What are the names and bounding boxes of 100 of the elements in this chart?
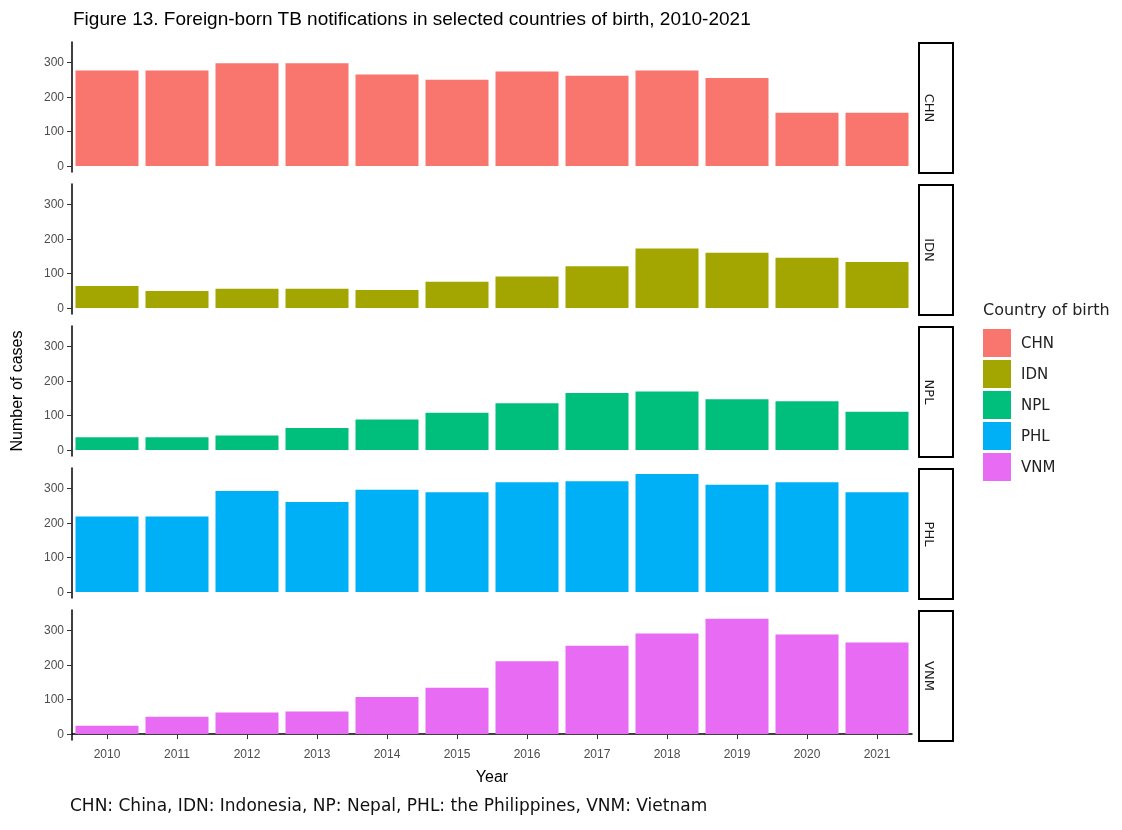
bar [355, 419, 419, 451]
legend-label: PHL [1021, 426, 1050, 445]
bar [215, 712, 279, 735]
y-tick-label: 200 [43, 657, 65, 672]
y-tick-label: 0 [57, 443, 65, 458]
bar [355, 697, 419, 735]
bar [495, 482, 559, 593]
bar [285, 288, 349, 309]
text: VNM [921, 661, 937, 691]
bar [775, 112, 839, 167]
bar [635, 473, 699, 593]
bar [775, 482, 839, 593]
bar [705, 78, 769, 167]
legend-title: Country of birth [983, 300, 1110, 319]
bar [845, 262, 909, 309]
bar [635, 633, 699, 735]
bar [145, 291, 209, 309]
y-tick-label: 300 [43, 481, 65, 496]
legend-label: CHN [1021, 333, 1054, 352]
bar [75, 285, 139, 309]
x-tick-label: 2014 [373, 747, 401, 761]
bar [775, 401, 839, 451]
y-tick-label: 0 [57, 585, 65, 600]
x-tick-label: 2017 [583, 747, 611, 761]
bar [285, 63, 349, 167]
y-tick-label: 300 [43, 623, 65, 638]
bar [845, 492, 909, 593]
y-tick-label: 200 [43, 373, 65, 388]
bar [285, 711, 349, 735]
bar [705, 252, 769, 309]
text: CHN [921, 93, 937, 123]
x-tick-label: 2018 [653, 747, 681, 761]
chart-title: Figure 13. Foreign-born TB notifications in selected countries of birth, 2010-2021 [73, 8, 751, 29]
bar [425, 412, 489, 451]
bar [215, 490, 279, 593]
bar [635, 391, 699, 451]
y-tick-label: 100 [43, 266, 65, 281]
bar [565, 266, 629, 309]
bar [705, 399, 769, 451]
text: PHL [921, 521, 937, 547]
x-tick-label: 2012 [233, 747, 261, 761]
bar [355, 74, 419, 167]
x-axis-title: Year [475, 767, 509, 785]
x-tick-label: 2019 [723, 747, 751, 761]
bar [145, 516, 209, 593]
bar [355, 290, 419, 309]
x-tick-label: 2013 [303, 747, 331, 761]
bar [215, 435, 279, 451]
x-tick-label: 2021 [863, 747, 891, 761]
bar [75, 70, 139, 167]
y-tick-label: 100 [43, 408, 65, 423]
y-tick-label: 300 [43, 55, 65, 70]
y-tick-label: 100 [43, 124, 65, 139]
y-tick-label: 300 [43, 197, 65, 212]
legend-label: VNM [1021, 457, 1056, 476]
bar [845, 642, 909, 735]
bar [495, 71, 559, 167]
legend-label: NPL [1021, 395, 1050, 414]
y-tick-label: 200 [43, 89, 65, 104]
bar [145, 437, 209, 451]
bar [705, 618, 769, 735]
x-tick-label: 2010 [93, 747, 121, 761]
text: NPL [921, 379, 937, 405]
bar [215, 63, 279, 167]
bar [285, 427, 349, 451]
bar [495, 661, 559, 735]
text: IDN [921, 238, 937, 262]
bar [75, 725, 139, 735]
bar [145, 716, 209, 735]
legend-label: IDN [1021, 364, 1049, 383]
bar [215, 288, 279, 309]
bar [845, 112, 909, 167]
bar [635, 248, 699, 309]
bar [775, 257, 839, 309]
y-tick-label: 100 [43, 692, 65, 707]
bar [495, 403, 559, 451]
bar [355, 489, 419, 593]
y-axis-title: Number of cases [7, 330, 25, 452]
y-tick-label: 200 [43, 231, 65, 246]
bar [75, 516, 139, 593]
y-tick-label: 0 [57, 159, 65, 174]
y-tick-label: 0 [57, 727, 65, 742]
bar [565, 75, 629, 167]
bar [145, 70, 209, 167]
bar [845, 411, 909, 451]
bar [425, 281, 489, 309]
y-tick-label: 100 [43, 550, 65, 565]
bar [635, 70, 699, 167]
bar [495, 276, 559, 309]
x-tick-label: 2015 [443, 747, 471, 761]
bar [75, 437, 139, 451]
bar [565, 392, 629, 451]
bar [775, 634, 839, 735]
bar [425, 79, 489, 167]
x-tick-label: 2016 [513, 747, 541, 761]
bar [285, 501, 349, 593]
bar [565, 645, 629, 735]
bar [425, 492, 489, 593]
bar [425, 687, 489, 735]
y-tick-label: 300 [43, 339, 65, 354]
